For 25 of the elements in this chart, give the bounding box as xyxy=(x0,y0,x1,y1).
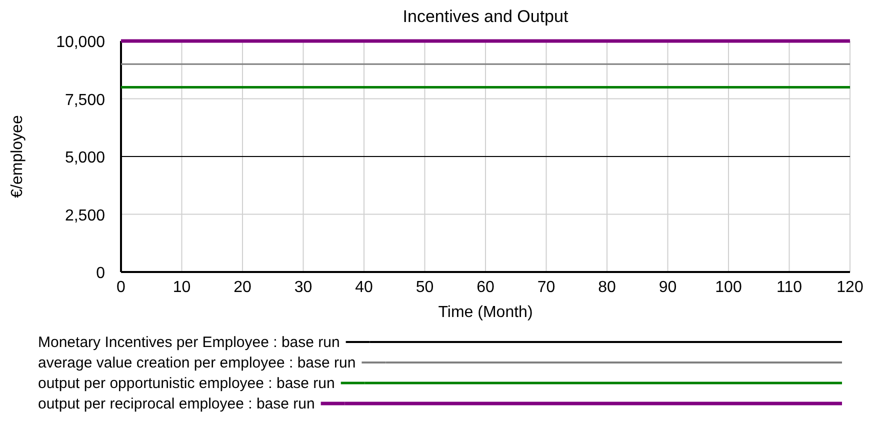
legend-label: average value creation per employee : base run xyxy=(38,354,356,372)
x-tick-label: 110 xyxy=(776,279,802,296)
x-tick-label: 70 xyxy=(537,279,556,296)
x-axis-title: Time (Month) xyxy=(438,304,533,321)
chart-title: Incentives and Output xyxy=(402,7,568,26)
x-tick-label: 60 xyxy=(476,279,494,296)
x-tick-label: 0 xyxy=(116,279,126,296)
y-tick-label: 2,500 xyxy=(64,207,106,224)
x-tick-label: 10 xyxy=(172,279,191,296)
x-tick-label: 40 xyxy=(355,279,373,296)
legend-label: output per opportunistic employee : base run xyxy=(38,375,335,392)
y-tick-label: 7,500 xyxy=(64,92,106,109)
x-tick-label: 30 xyxy=(294,279,312,296)
y-tick-label: 10,000 xyxy=(56,34,106,51)
y-tick-label: 0 xyxy=(96,265,106,282)
y-axis-title: €/employee xyxy=(9,115,26,198)
x-tick-label: 100 xyxy=(715,279,742,296)
x-tick-label: 50 xyxy=(416,279,434,296)
legend-label: output per reciprocal employee : base run xyxy=(38,396,315,412)
x-tick-label: 90 xyxy=(658,279,677,296)
x-tick-label: 20 xyxy=(234,279,252,296)
y-tick-label: 5,000 xyxy=(64,150,106,166)
x-tick-label: 80 xyxy=(598,279,616,296)
x-tick-label: 120 xyxy=(836,279,864,296)
legend-label: Monetary Incentives per Employee : base run xyxy=(38,334,340,351)
